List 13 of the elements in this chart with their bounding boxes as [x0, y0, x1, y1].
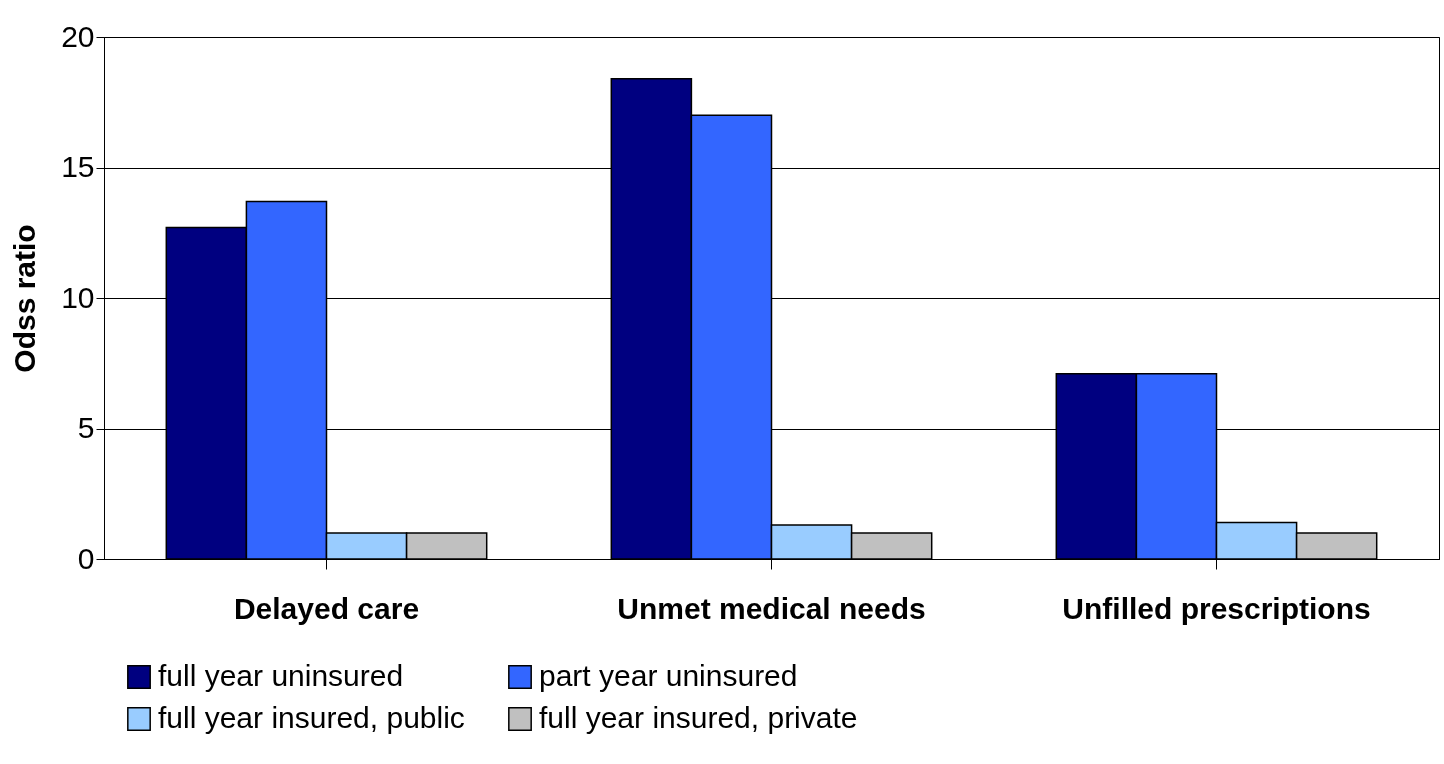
legend-label: full year insured, private: [539, 701, 858, 734]
x-tick-label: Delayed care: [233, 591, 420, 625]
y-tick-label: 20: [61, 19, 95, 53]
legend-label: part year uninsured: [539, 659, 798, 692]
legend-label: full year insured, public: [158, 701, 465, 734]
y-tick-label: 10: [61, 280, 95, 314]
y-tick-label: 0: [77, 541, 95, 575]
x-tick-label: Unfilled prescriptions: [1062, 591, 1371, 625]
y-axis-title: Odss ratio: [8, 224, 42, 373]
y-tick-label: 15: [61, 150, 95, 183]
x-tick-label: Unmet medical needs: [617, 591, 926, 625]
legend-label: full year uninsured: [158, 659, 404, 692]
y-tick-label: 5: [77, 411, 95, 444]
